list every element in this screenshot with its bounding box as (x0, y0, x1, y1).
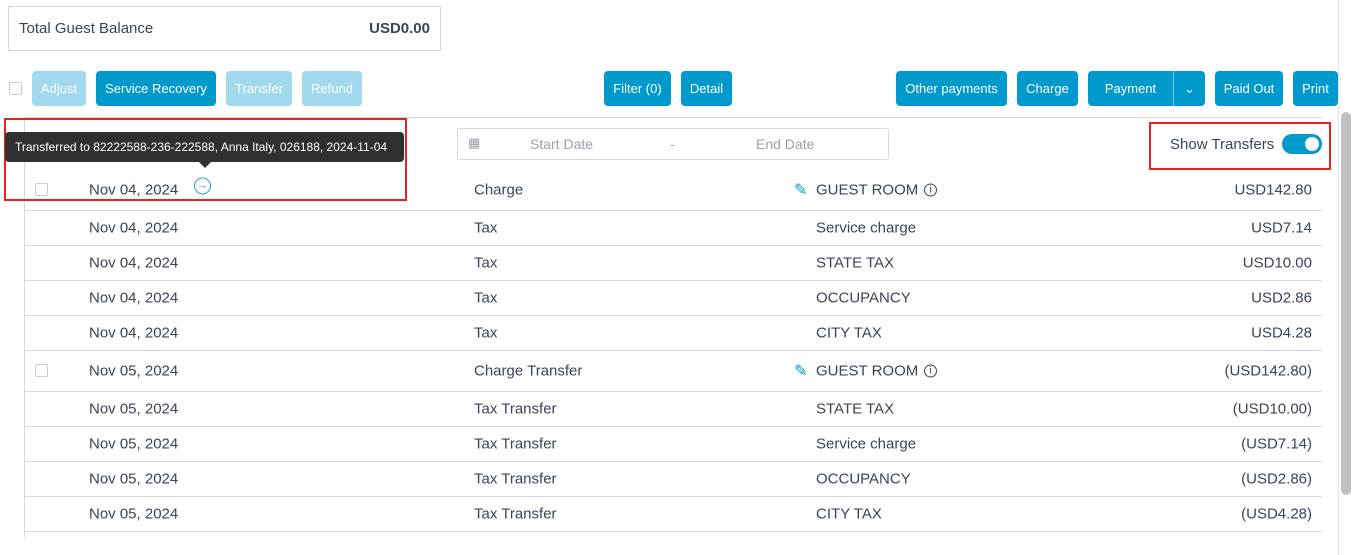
row-amount: USD142.80 (1234, 181, 1312, 199)
row-amount: USD2.86 (1251, 289, 1312, 307)
other-payments-button[interactable]: Other payments (896, 71, 1007, 106)
divider (24, 117, 25, 537)
row-checkbox[interactable] (35, 364, 48, 377)
highlight-box (1149, 122, 1331, 170)
start-date-input[interactable]: Start Date (530, 136, 594, 152)
refund-button[interactable]: Refund (302, 71, 362, 106)
edit-icon[interactable]: ✎ (794, 182, 808, 199)
row-description: STATE TAX (816, 400, 895, 418)
print-button[interactable]: Print (1293, 71, 1338, 106)
row-date: Nov 04, 2024 (89, 289, 179, 307)
row-type: Tax Transfer (474, 505, 557, 523)
chevron-down-icon: ⌄ (1184, 80, 1195, 96)
table-row[interactable]: Nov 04, 2024 Tax STATE TAX USD10.00 (24, 246, 1322, 281)
row-type: Tax Transfer (474, 435, 557, 453)
row-date: Nov 04, 2024 (89, 254, 179, 272)
table-row[interactable]: Nov 05, 2024 Tax Transfer OCCUPANCY (USD2.8… (24, 462, 1322, 497)
edit-icon[interactable]: ✎ (794, 363, 808, 380)
divider (24, 117, 1322, 118)
charge-button[interactable]: Charge (1017, 71, 1078, 106)
transfer-tooltip: Transferred to 82222588-236-222588, Anna… (5, 132, 404, 168)
row-description: OCCUPANCY (816, 289, 911, 307)
row-type: Tax (474, 219, 498, 237)
table-row[interactable]: Nov 04, 2024 Tax CITY TAX USD4.28 (24, 316, 1322, 351)
row-amount: (USD4.28) (1241, 505, 1312, 523)
row-amount: (USD142.80) (1224, 362, 1312, 380)
filter-button[interactable]: Filter (0) (604, 71, 671, 106)
row-date: Nov 05, 2024 (89, 400, 179, 418)
row-amount: USD4.28 (1251, 324, 1312, 342)
row-description: STATE TAX (816, 254, 895, 272)
row-date: Nov 05, 2024 (89, 505, 179, 523)
row-description: Service charge (816, 435, 917, 453)
table-row[interactable]: ✎ i Nov 05, 2024 Charge Transfer GUEST ROOM (… (24, 351, 1322, 392)
detail-button[interactable]: Detail (681, 71, 732, 106)
info-icon[interactable]: i (924, 183, 937, 197)
row-type: Tax (474, 254, 498, 272)
adjust-button[interactable]: Adjust (32, 71, 86, 106)
row-date: Nov 04, 2024 (89, 219, 179, 237)
scrollbar-thumb[interactable] (1341, 112, 1351, 495)
row-checkbox[interactable] (35, 183, 48, 196)
row-amount: USD10.00 (1242, 254, 1312, 272)
date-range-picker[interactable]: ▦ Start Date - End Date (457, 128, 889, 160)
row-description: Service charge (816, 219, 917, 237)
show-transfers-toggle[interactable] (1282, 134, 1322, 154)
row-amount: USD7.14 (1251, 219, 1312, 237)
row-type: Tax (474, 324, 498, 342)
table-row[interactable]: Nov 05, 2024 Tax Transfer Service charge (U… (24, 427, 1322, 462)
row-amount: (USD7.14) (1241, 435, 1312, 453)
table-row[interactable]: Nov 05, 2024 Tax Transfer STATE TAX (USD10.… (24, 392, 1322, 427)
row-description: CITY TAX (816, 505, 882, 523)
balance-value: USD0.00 (369, 20, 430, 37)
table-row[interactable]: Nov 05, 2024 Tax Transfer CITY TAX (USD4.28… (24, 497, 1322, 532)
date-separator: - (670, 136, 675, 152)
row-description: OCCUPANCY (816, 470, 911, 488)
row-amount: (USD2.86) (1241, 470, 1312, 488)
row-description: GUEST ROOM (816, 362, 919, 380)
divider (1338, 0, 1339, 555)
row-type: Tax Transfer (474, 470, 557, 488)
total-guest-balance: Total Guest Balance USD0.00 (8, 6, 441, 51)
row-type: Tax Transfer (474, 400, 557, 418)
paid-out-button[interactable]: Paid Out (1215, 71, 1283, 106)
row-date: Nov 04, 2024 (89, 181, 179, 199)
row-date: Nov 04, 2024 (89, 324, 179, 342)
row-date: Nov 05, 2024 (89, 435, 179, 453)
service-recovery-button[interactable]: Service Recovery (96, 71, 216, 106)
payment-button[interactable]: Payment (1088, 71, 1173, 106)
table-row[interactable]: Nov 04, 2024 Tax OCCUPANCY USD2.86 (24, 281, 1322, 316)
payment-dropdown-button[interactable]: ⌄ (1173, 71, 1205, 106)
transfer-button[interactable]: Transfer (226, 71, 292, 106)
calendar-icon: ▦ (468, 135, 481, 150)
transfer-arrow-icon[interactable]: → (194, 177, 211, 195)
row-type: Charge Transfer (474, 362, 583, 380)
row-description: GUEST ROOM (816, 181, 919, 199)
row-description: CITY TAX (816, 324, 882, 342)
table-row[interactable]: ✎ i Nov 04, 2024 Charge GUEST ROOM USD142.80 → (24, 170, 1322, 211)
info-icon[interactable]: i (924, 364, 937, 378)
select-all-checkbox[interactable] (9, 82, 22, 95)
balance-label: Total Guest Balance (19, 20, 154, 37)
table-row[interactable]: Nov 04, 2024 Tax Service charge USD7.14 (24, 211, 1322, 246)
row-type: Tax (474, 289, 498, 307)
row-date: Nov 05, 2024 (89, 470, 179, 488)
end-date-input[interactable]: End Date (756, 136, 815, 152)
row-date: Nov 05, 2024 (89, 362, 179, 380)
row-type: Charge (474, 181, 524, 199)
show-transfers-label: Show Transfers (1170, 136, 1275, 153)
row-amount: (USD10.00) (1232, 400, 1312, 418)
